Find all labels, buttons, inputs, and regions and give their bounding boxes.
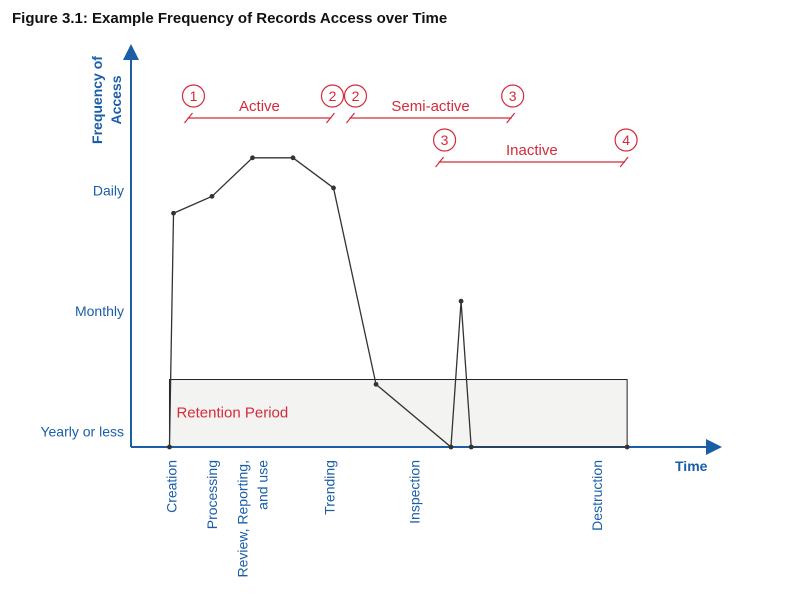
data-point bbox=[458, 298, 464, 304]
data-point bbox=[209, 193, 215, 199]
x-tick-label: Creation bbox=[164, 460, 180, 513]
phase-marker-number: 1 bbox=[190, 88, 198, 104]
x-axis-label: Time bbox=[675, 458, 708, 474]
retention-period-region bbox=[168, 379, 628, 448]
data-point bbox=[331, 185, 336, 191]
y-tick-label: Yearly or less bbox=[40, 423, 124, 439]
x-tick-label: Trending bbox=[321, 460, 337, 515]
y-tick-label: Monthly bbox=[75, 303, 124, 319]
phase-start-tick bbox=[346, 112, 355, 124]
phase-end-tick bbox=[326, 112, 335, 124]
x-tick-label: Processing bbox=[204, 460, 220, 529]
phase-marker-number: 4 bbox=[622, 132, 630, 148]
y-tick-label: Daily bbox=[93, 182, 124, 198]
phase-marker-number: 2 bbox=[352, 88, 360, 104]
phase-end-tick bbox=[506, 112, 516, 124]
phase-start-tick bbox=[184, 112, 193, 124]
phase-marker-number: 2 bbox=[329, 88, 337, 104]
data-point bbox=[171, 210, 176, 216]
phase-end-tick bbox=[619, 156, 629, 168]
phase-marker-circle bbox=[501, 84, 525, 108]
data-point bbox=[290, 155, 296, 161]
phase-marker-circle bbox=[181, 84, 206, 108]
retention-period-label: Retention Period bbox=[176, 405, 288, 422]
phase-label: Semi-active bbox=[391, 98, 469, 115]
data-point bbox=[373, 381, 379, 387]
x-tick-label: Inspection bbox=[407, 460, 423, 524]
phase-label: Active bbox=[239, 98, 280, 115]
x-tick-label: and use bbox=[255, 460, 271, 510]
y-axis-label-line: Frequency of bbox=[89, 56, 105, 144]
data-point bbox=[468, 444, 474, 450]
data-point bbox=[167, 444, 172, 450]
phase-marker-circle bbox=[320, 84, 345, 108]
phase-marker-circle bbox=[343, 84, 368, 108]
chart-title: Figure 3.1: Example Frequency of Records… bbox=[12, 10, 448, 27]
x-tick-label: Destruction bbox=[589, 460, 605, 531]
x-tick-label: Review, Reporting, bbox=[235, 460, 251, 578]
phase-start-tick bbox=[435, 156, 445, 168]
data-point bbox=[250, 155, 255, 161]
phase-marker-circle bbox=[432, 128, 457, 152]
phase-label: Inactive bbox=[506, 142, 558, 159]
phase-marker-circle bbox=[614, 128, 638, 152]
phase-marker-number: 3 bbox=[441, 132, 449, 148]
phase-marker-number: 3 bbox=[509, 88, 517, 104]
data-point bbox=[624, 444, 630, 450]
y-axis-label-line: Access bbox=[108, 75, 124, 124]
data-point bbox=[448, 444, 454, 450]
